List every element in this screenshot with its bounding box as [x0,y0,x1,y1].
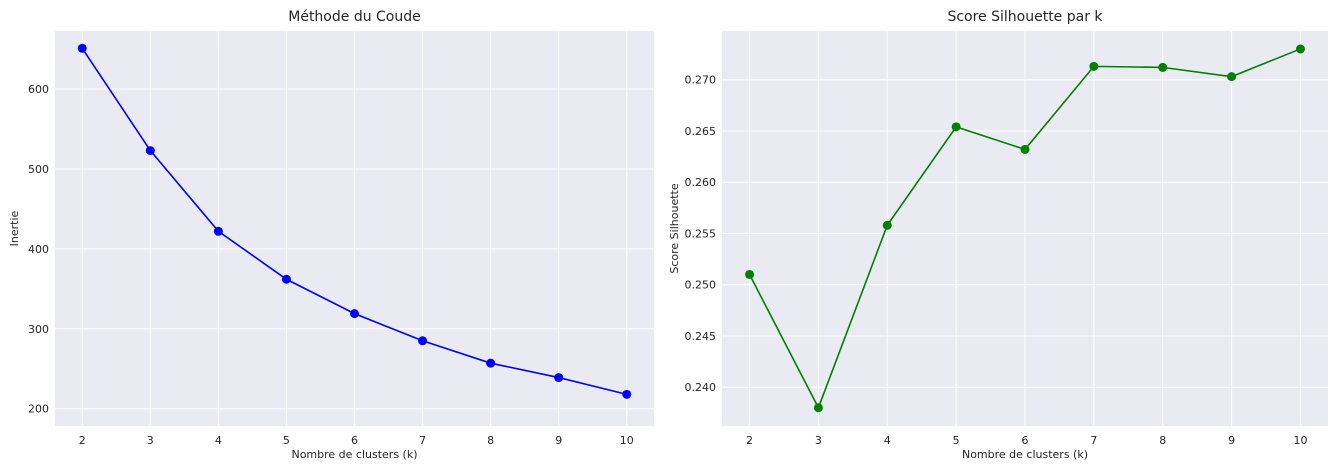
silhouette-data-point [1158,62,1168,72]
silhouette-x-tick-label: 10 [1293,434,1307,447]
elbow-x-tick-label: 2 [79,434,86,447]
elbow-chart: 2 3 4 5 6 7 8 9 10 200 300 400 500 600 Méthode du Coud… [8,9,654,461]
silhouette-x-tick-label: 8 [1159,434,1166,447]
silhouette-x-axis-label: Nombre de clusters (k) [962,448,1088,461]
silhouette-data-point [1020,144,1030,154]
silhouette-data-point [813,403,823,413]
silhouette-y-tick-label: 0.245 [685,330,717,343]
elbow-x-tick-label: 8 [487,434,494,447]
elbow-x-tick-label: 6 [351,434,358,447]
elbow-x-tick-label: 7 [419,434,426,447]
silhouette-y-tick-label: 0.240 [685,381,717,394]
silhouette-data-point [745,269,755,279]
elbow-title: Méthode du Coude [288,9,421,25]
elbow-x-axis-label: Nombre de clusters (k) [291,448,417,461]
elbow-data-point [622,389,632,399]
elbow-x-tick-label: 10 [620,434,634,447]
silhouette-data-point [1089,61,1099,71]
silhouette-x-tick-label: 7 [1090,434,1097,447]
silhouette-x-tick-label: 3 [815,434,822,447]
elbow-data-point [213,226,223,236]
elbow-data-point [418,336,428,346]
silhouette-data-point [882,220,892,230]
elbow-data-point [486,358,496,368]
elbow-data-point [350,309,359,319]
elbow-y-tick-label: 300 [28,323,49,336]
silhouette-x-tick-label: 5 [953,434,960,447]
silhouette-chart: 2 3 4 5 6 7 8 9 10 0.240 0.245 0.250 0.255 0.260 0.265… [668,9,1328,461]
elbow-y-tick-label: 600 [28,83,49,96]
silhouette-x-tick-label: 4 [884,434,891,447]
silhouette-y-tick-label: 0.255 [685,227,717,240]
silhouette-x-tick-label: 2 [746,434,753,447]
silhouette-data-point [951,122,961,132]
silhouette-y-tick-label: 0.260 [685,176,717,189]
elbow-y-tick-label: 400 [28,243,49,256]
elbow-y-tick-label: 500 [28,163,49,176]
elbow-data-point [145,146,155,156]
elbow-data-point [77,43,87,53]
elbow-x-tick-label: 5 [283,434,290,447]
silhouette-title: Score Silhouette par k [947,9,1103,25]
silhouette-x-tick-label: 9 [1228,434,1235,447]
elbow-y-axis-label: Inertie [8,210,21,246]
elbow-x-tick-label: 3 [147,434,154,447]
silhouette-y-tick-label: 0.265 [685,125,717,138]
silhouette-data-point [1227,72,1237,82]
elbow-x-tick-label: 4 [215,434,222,447]
silhouette-data-point [1295,44,1305,54]
elbow-y-tick-label: 200 [28,403,49,416]
elbow-data-point [554,373,564,383]
elbow-data-point [281,274,291,284]
silhouette-y-axis-label: Score Silhouette [668,183,681,273]
silhouette-y-tick-label: 0.270 [685,74,717,87]
silhouette-y-tick-label: 0.250 [685,279,717,292]
elbow-x-tick-label: 9 [555,434,562,447]
silhouette-x-tick-label: 6 [1022,434,1029,447]
